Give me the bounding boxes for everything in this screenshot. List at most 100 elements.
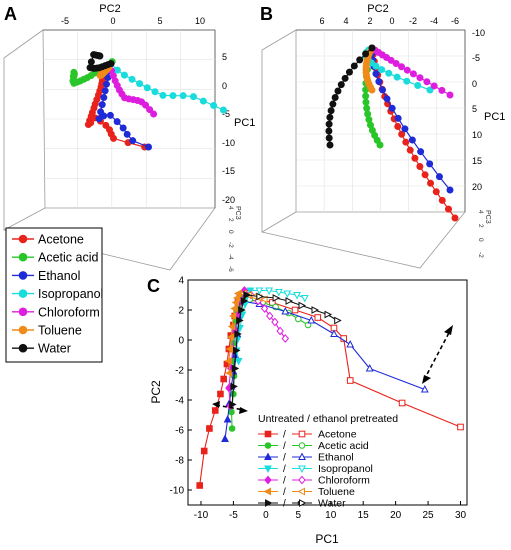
panel-a-series xyxy=(69,51,227,151)
legend-c-marker-pretreated-isopropanol xyxy=(298,465,306,473)
panel-b-chloroform-point-13 xyxy=(438,86,446,94)
acetone-pretreated-point-8 xyxy=(398,399,406,407)
acetic-acid-untreated-point-1 xyxy=(228,408,235,416)
panel-a-isopropanol-point-6 xyxy=(151,88,159,96)
panel-b-chloroform-point-12 xyxy=(430,82,438,90)
panel-a-isopropanol-point-9 xyxy=(179,92,187,100)
panel-a-ethanol-point-15 xyxy=(145,143,153,151)
legend-c-separator-ethanol: / xyxy=(283,453,286,464)
chloroform-pretreated-point-7 xyxy=(281,334,290,343)
panel-b-ethanol-point-13 xyxy=(426,160,434,168)
panel-a-top-tick-0: -5 xyxy=(61,16,69,26)
panel-a-ethanol-point-10 xyxy=(106,111,114,119)
water-untreated-point-2 xyxy=(231,364,240,373)
panel-b-pc3-tick-0: 4 xyxy=(477,210,484,214)
panel-a-right-tick-2: -5 xyxy=(222,109,230,119)
legend-c-marker-pretreated-toluene xyxy=(297,487,305,496)
panel-b-acetone-point-11 xyxy=(394,123,402,130)
panel-b-pc3-ticks: 4 2 0 -2 PC3 xyxy=(477,210,491,258)
water-pretreated-point-7 xyxy=(334,316,342,325)
panel-a-top-tick-3: 10 xyxy=(195,16,205,26)
toluene-untreated-point-2 xyxy=(225,345,234,353)
panel-a-isopropanol-point-3 xyxy=(128,75,136,83)
panel-b-chloroform-point-14 xyxy=(446,91,454,99)
panel-a-grid xyxy=(43,30,215,208)
toluene-untreated-point-6 xyxy=(230,304,238,313)
y-tick-label-7: 4 xyxy=(178,276,184,287)
legend-a-label-ethanol: Ethanol xyxy=(38,269,80,283)
panel-a-isopropanol-point-11 xyxy=(199,97,207,105)
panel-b-chloroform-point-5 xyxy=(387,56,395,64)
panel-b-top-tick-5: -4 xyxy=(430,16,438,26)
panel-b-right-tick-4: 10 xyxy=(472,130,482,140)
panel-b-acetic-acid-point-10 xyxy=(364,110,372,118)
panel-b-top-tick-4: -2 xyxy=(409,16,417,26)
panel-a-chloroform-point-13 xyxy=(146,106,154,114)
y-tick-label-0: -10 xyxy=(170,486,185,497)
chloroform-pretreated-point-3 xyxy=(260,304,269,313)
y-tick-label-2: -6 xyxy=(175,426,184,437)
panel-b-chloroform-point-11 xyxy=(423,78,431,86)
panel-a-isopropanol-point-13 xyxy=(219,106,227,114)
panel-a-water-point-9 xyxy=(87,58,95,66)
acetic-acid-pretreated-point-6 xyxy=(304,321,312,329)
ethanol-pretreated-point-6 xyxy=(365,364,374,372)
water-untreated-point-4 xyxy=(234,330,242,338)
legend-c-separator-toluene: / xyxy=(283,487,286,498)
panel-b-water-point-5 xyxy=(341,74,349,82)
water-pretreated-point-1 xyxy=(256,292,264,301)
water-pretreated-point-2 xyxy=(272,294,281,302)
arrow-diagonal-head-down xyxy=(422,375,431,384)
y-tick-label-5: 0 xyxy=(178,336,184,347)
panel-b-3d-plot: 6 4 2 0 -2 -4 -6 PC2 -10 -5 0 5 10 15 20… xyxy=(261,3,505,269)
acetone-pretreated-point-7 xyxy=(346,377,354,384)
panel-b-acetone-point-16 xyxy=(416,162,424,170)
panel-a-acetone-point-17 xyxy=(102,121,110,129)
panel-b-water-point-14 xyxy=(325,134,333,142)
panel-a-pc3-tick-0: 4 xyxy=(227,206,234,210)
panel-b-chloroform-point-9 xyxy=(409,70,417,78)
legend-c-marker-untreated-acetone xyxy=(264,430,272,438)
panel-a-top-axis-label: PC2 xyxy=(99,3,120,15)
panel-b-water-point-4 xyxy=(345,68,353,76)
acetic-acid-untreated-point-0 xyxy=(228,425,236,432)
panel-b-acetone-point-15 xyxy=(411,154,419,162)
panel-b-isopropanol-point-8 xyxy=(378,66,386,74)
x-tick-label-4: 10 xyxy=(325,510,337,521)
panel-b-ethanol-point-14 xyxy=(435,173,443,181)
legend-c-label-ethanol: Ethanol xyxy=(318,452,354,464)
panel-c-x-axis-label: PC1 xyxy=(315,532,339,546)
panel-a-pc3-tick-2: 0 xyxy=(227,230,234,234)
panel-b-acetone-point-21 xyxy=(444,205,452,213)
panel-c-plot-frame xyxy=(187,279,468,506)
legend-c-marker-untreated-toluene xyxy=(263,487,271,496)
acetone-pretreated-point-3 xyxy=(291,306,299,314)
arrow-horizontal-line xyxy=(215,404,245,411)
panel-b-ethanol-point-9 xyxy=(394,114,402,122)
panel-b-top-tick-6: -6 xyxy=(451,16,459,26)
panel-a-ethanol-point-14 xyxy=(129,137,137,145)
arrow-diagonal-head-up xyxy=(444,325,453,335)
y-tick-label-3: -4 xyxy=(175,396,184,407)
ethanol-pretreated-point-4 xyxy=(330,329,338,337)
water-untreated-point-6 xyxy=(238,306,246,314)
panel-b-water-point-15 xyxy=(326,141,334,149)
panel-a-ethanol-point-12 xyxy=(119,124,127,132)
panel-b-water-point-2 xyxy=(356,56,364,64)
legend-c-separator-chloroform: / xyxy=(283,476,286,487)
legend-a-label-acetic-acid: Acetic acid xyxy=(38,251,98,265)
legend-c-marker-pretreated-acetone xyxy=(298,430,306,438)
panel-b-floor xyxy=(261,211,466,269)
panel-b-acetone-point-22 xyxy=(451,214,459,222)
acetone-untreated-point-1 xyxy=(200,447,208,455)
panel-a-acetone-point-14 xyxy=(87,119,95,127)
panel-b-acetone-point-19 xyxy=(432,188,440,196)
panel-b-right-tick-0: -10 xyxy=(472,28,485,38)
acetone-pretreated-point-4 xyxy=(314,314,322,321)
legend-a-label-isopropanol: Isopropanol xyxy=(38,287,103,301)
toluene-untreated-point-9 xyxy=(234,289,242,298)
panel-b-right-tick-1: -5 xyxy=(472,53,480,63)
legend-a-label-toluene: Toluene xyxy=(38,324,82,338)
